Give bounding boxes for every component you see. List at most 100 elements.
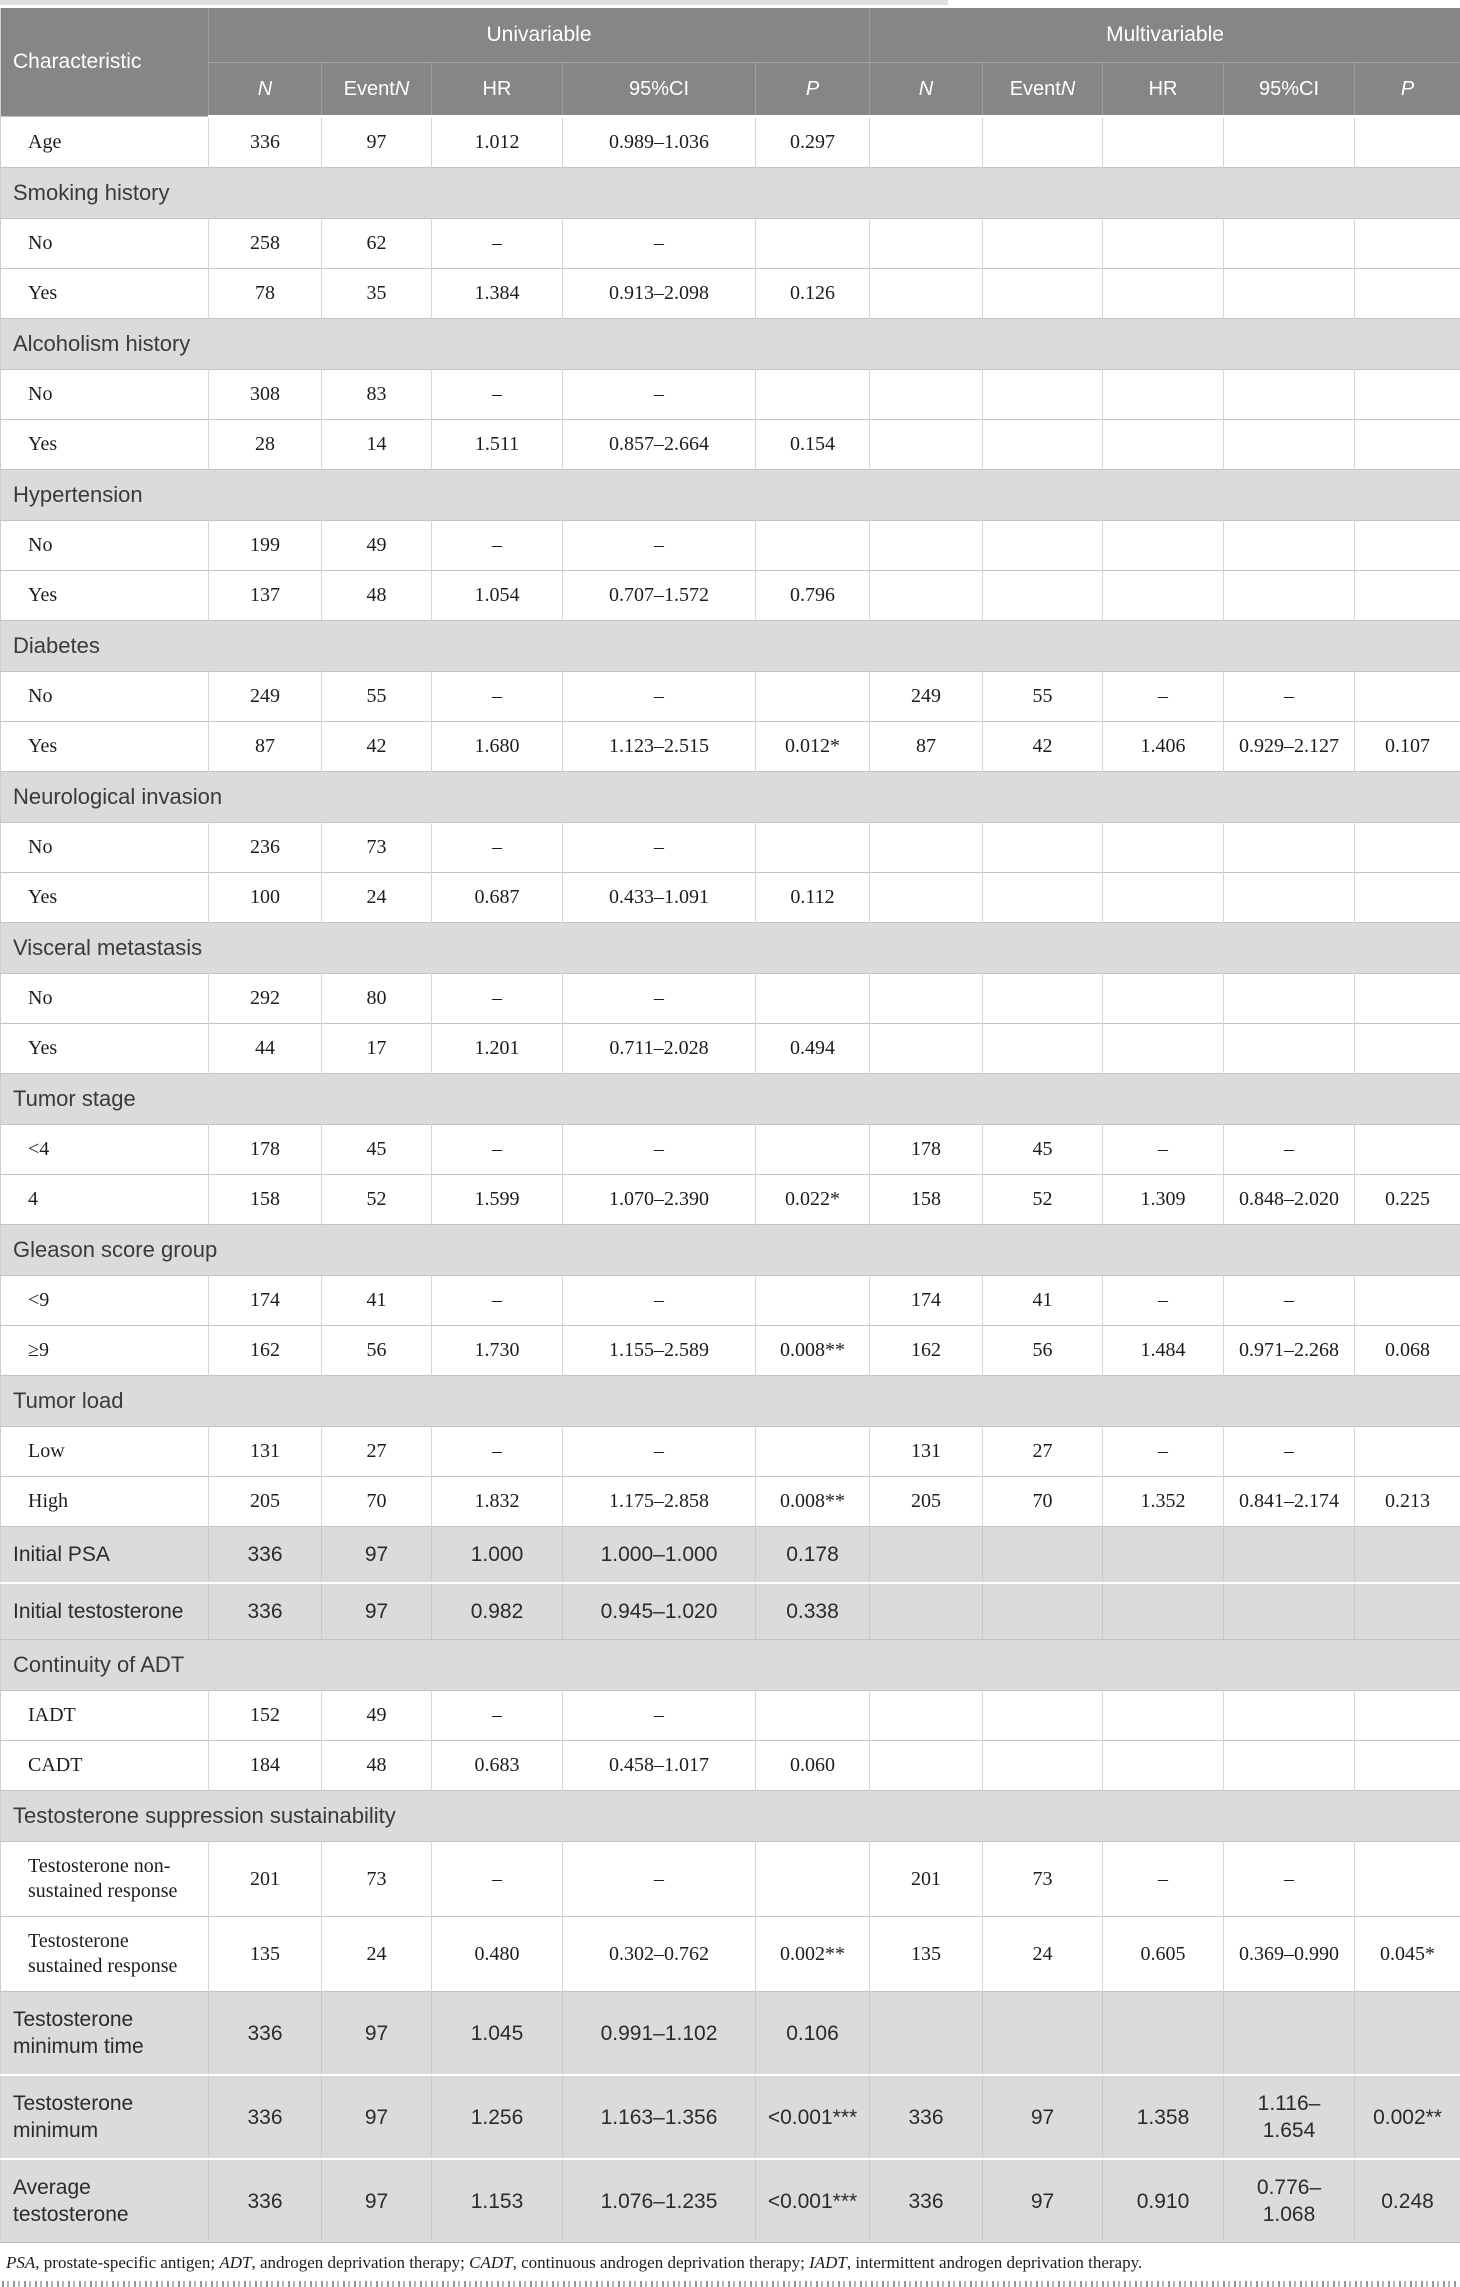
cell-mult-eventn [983, 1992, 1103, 2076]
cell-mult-eventn: 70 [983, 1477, 1103, 1527]
cell-uni-n: 158 [209, 1175, 322, 1225]
cell-mult-eventn [983, 974, 1103, 1024]
row-label: Yes [1, 571, 209, 621]
cell-mult-eventn: 73 [983, 1842, 1103, 1917]
cell-uni-n: 100 [209, 873, 322, 923]
cell-mult-p: 0.002** [1355, 2075, 1460, 2159]
cell-uni-p: 0.126 [756, 269, 870, 319]
cell-uni-n: 184 [209, 1741, 322, 1791]
section-label: Smoking history [1, 168, 1460, 219]
cell-mult-p [1355, 1992, 1460, 2076]
cell-uni-eventn: 48 [322, 571, 432, 621]
row-label: Yes [1, 1024, 209, 1074]
cell-mult-eventn: 55 [983, 672, 1103, 722]
table-header: Characteristic Univariable Multivariable… [1, 8, 1460, 117]
cell-mult-n: 158 [870, 1175, 983, 1225]
cell-mult-hr [1103, 1583, 1224, 1640]
cell-mult-n [870, 823, 983, 873]
row-label: 4 [1, 1175, 209, 1225]
cell-uni-hr: 0.480 [432, 1917, 563, 1992]
row-label: IADT [1, 1691, 209, 1741]
cell-mult-n: 131 [870, 1427, 983, 1477]
cell-mult-hr [1103, 823, 1224, 873]
cell-uni-n: 292 [209, 974, 322, 1024]
cell-mult-n [870, 219, 983, 269]
cell-uni-p: 0.106 [756, 1992, 870, 2076]
cell-uni-n: 205 [209, 1477, 322, 1527]
cell-mult-n [870, 571, 983, 621]
cell-uni-n: 28 [209, 420, 322, 470]
cell-uni-n: 201 [209, 1842, 322, 1917]
cell-uni-ci: 0.989–1.036 [563, 117, 756, 168]
row-label: Yes [1, 269, 209, 319]
n-label: N [258, 78, 272, 100]
cell-uni-hr: 0.683 [432, 1741, 563, 1791]
cell-uni-ci: 0.857–2.664 [563, 420, 756, 470]
cell-mult-n [870, 974, 983, 1024]
cell-uni-hr: – [432, 370, 563, 420]
cell-mult-hr: 1.309 [1103, 1175, 1224, 1225]
row-label: Initial testosterone [1, 1583, 209, 1640]
cell-uni-p [756, 1842, 870, 1917]
row-label: No [1, 823, 209, 873]
cell-mult-p [1355, 1842, 1460, 1917]
cell-uni-hr: – [432, 1691, 563, 1741]
cell-mult-eventn [983, 873, 1103, 923]
cell-uni-ci: – [563, 1691, 756, 1741]
cell-mult-hr: – [1103, 672, 1224, 722]
row-label: Yes [1, 420, 209, 470]
cell-uni-hr: 1.045 [432, 1992, 563, 2076]
cell-mult-eventn: 27 [983, 1427, 1103, 1477]
cell-mult-p [1355, 420, 1460, 470]
row-label: No [1, 370, 209, 420]
cell-uni-p: <0.001*** [756, 2159, 870, 2243]
cell-mult-n: 201 [870, 1842, 983, 1917]
cell-mult-hr [1103, 1992, 1224, 2076]
cell-uni-p: 0.494 [756, 1024, 870, 1074]
cell-mult-p [1355, 117, 1460, 168]
cell-uni-n: 336 [209, 117, 322, 168]
cell-uni-n: 162 [209, 1326, 322, 1376]
cell-uni-eventn: 56 [322, 1326, 432, 1376]
cell-mult-ci: – [1224, 672, 1355, 722]
def-iadt: , intermittent androgen deprivation ther… [847, 2253, 1142, 2272]
cell-mult-eventn [983, 1527, 1103, 1584]
row-label: No [1, 521, 209, 571]
cell-uni-hr: 1.201 [432, 1024, 563, 1074]
cell-mult-hr [1103, 873, 1224, 923]
column-header-uni-p: P [756, 63, 870, 117]
cell-uni-p [756, 521, 870, 571]
cell-uni-p [756, 370, 870, 420]
section-label: Continuity of ADT [1, 1640, 1460, 1691]
cell-mult-hr [1103, 974, 1224, 1024]
cell-mult-n: 178 [870, 1125, 983, 1175]
cell-uni-hr: – [432, 219, 563, 269]
cell-mult-eventn [983, 823, 1103, 873]
cell-mult-p: 0.107 [1355, 722, 1460, 772]
cell-uni-n: 174 [209, 1276, 322, 1326]
cell-uni-ci: 0.707–1.572 [563, 571, 756, 621]
row-label: Yes [1, 873, 209, 923]
cell-uni-ci: – [563, 521, 756, 571]
cell-uni-eventn: 80 [322, 974, 432, 1024]
cell-mult-p [1355, 1024, 1460, 1074]
cell-uni-hr: 1.054 [432, 571, 563, 621]
cell-mult-eventn [983, 1741, 1103, 1791]
cell-uni-hr: 1.384 [432, 269, 563, 319]
def-cadt: , continuous androgen deprivation therap… [513, 2253, 809, 2272]
cell-uni-p: <0.001*** [756, 2075, 870, 2159]
cell-uni-hr: 1.730 [432, 1326, 563, 1376]
cell-mult-n: 162 [870, 1326, 983, 1376]
row-label: Testosterone minimum [1, 2075, 209, 2159]
cell-uni-n: 249 [209, 672, 322, 722]
section-label: Alcoholism history [1, 319, 1460, 370]
cell-uni-eventn: 97 [322, 1527, 432, 1584]
row-label: Testosterone minimum time [1, 1992, 209, 2076]
